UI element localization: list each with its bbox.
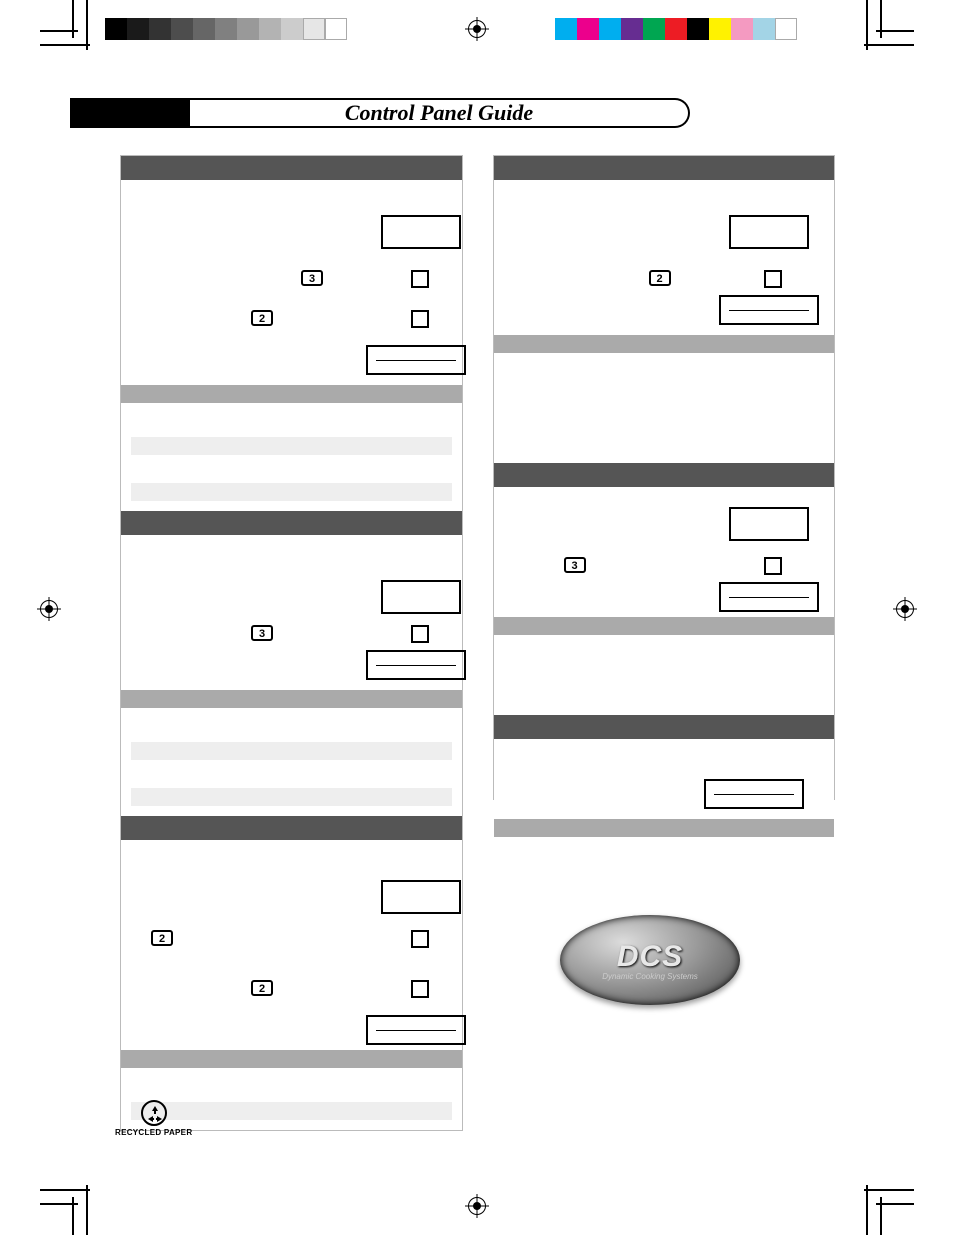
outline-box	[381, 215, 461, 249]
checkbox-outline	[764, 270, 782, 288]
list-row	[131, 483, 452, 501]
signature-box	[366, 345, 466, 375]
panel-divider-strip	[121, 690, 462, 708]
signature-box	[366, 1015, 466, 1045]
banner-black-block	[70, 98, 190, 128]
logo-brand-text: DCS	[617, 940, 683, 974]
checkbox-outline	[411, 930, 429, 948]
recycled-label: RECYCLED PAPER	[115, 1128, 192, 1137]
panel-header	[121, 816, 462, 840]
checkbox-outline	[764, 557, 782, 575]
panel-body: 22	[121, 840, 462, 1050]
page-title: Control Panel Guide	[190, 98, 690, 128]
right-column: 23	[493, 155, 836, 800]
panel-header	[121, 156, 462, 180]
panel-body: 32	[121, 180, 462, 385]
panel-divider-strip	[494, 335, 835, 353]
panel-header	[494, 715, 835, 739]
panel-body	[494, 739, 835, 819]
crop-mark-top-left	[40, 0, 90, 50]
panel-divider-strip	[494, 819, 835, 837]
panel-header	[494, 156, 835, 180]
list-row	[131, 788, 452, 806]
outline-box	[381, 580, 461, 614]
keycap-2: 2	[251, 980, 273, 996]
registration-target-left	[40, 600, 58, 618]
keycap-2: 2	[151, 930, 173, 946]
logo-tagline: Dynamic Cooking Systems	[602, 972, 698, 981]
registration-target-top	[468, 20, 486, 38]
recycled-paper-mark: RECYCLED PAPER	[115, 1100, 192, 1137]
keycap-2: 2	[649, 270, 671, 286]
panel-columns: 32322 23	[120, 155, 835, 1131]
keycap-2: 2	[251, 310, 273, 326]
checkbox-outline	[411, 625, 429, 643]
list-row	[131, 437, 452, 455]
crop-mark-bottom-right	[864, 1185, 914, 1235]
signature-box	[719, 582, 819, 612]
recycle-icon	[141, 1100, 167, 1126]
crop-mark-bottom-left	[40, 1185, 90, 1235]
registration-target-right	[896, 600, 914, 618]
left-column: 32322	[120, 155, 463, 1131]
outline-box	[729, 215, 809, 249]
panel-body: 2	[494, 180, 835, 335]
panel-header	[494, 463, 835, 487]
panel-divider-strip	[494, 617, 835, 635]
keycap-3: 3	[301, 270, 323, 286]
checkbox-outline	[411, 310, 429, 328]
panel-header	[121, 511, 462, 535]
panel-divider-strip	[121, 1050, 462, 1068]
keycap-3: 3	[251, 625, 273, 641]
dcs-logo: DCS Dynamic Cooking Systems	[560, 915, 740, 1005]
panel-body: 3	[494, 487, 835, 617]
panel-body: 3	[121, 535, 462, 690]
page-title-banner: Control Panel Guide	[70, 98, 690, 128]
color-calibration-bar	[555, 18, 797, 40]
panel-divider-strip	[121, 385, 462, 403]
signature-box	[704, 779, 804, 809]
outline-box	[729, 507, 809, 541]
outline-box	[381, 880, 461, 914]
keycap-3: 3	[564, 557, 586, 573]
signature-box	[366, 650, 466, 680]
signature-box	[719, 295, 819, 325]
crop-mark-top-right	[864, 0, 914, 50]
list-row	[131, 742, 452, 760]
checkbox-outline	[411, 270, 429, 288]
grayscale-calibration-bar	[105, 18, 347, 40]
checkbox-outline	[411, 980, 429, 998]
registration-target-bottom	[468, 1197, 486, 1215]
